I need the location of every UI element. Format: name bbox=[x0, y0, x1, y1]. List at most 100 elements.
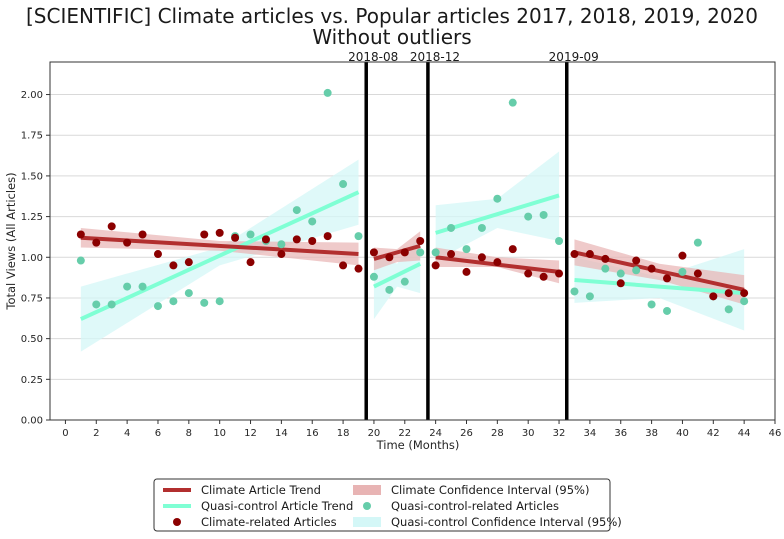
quasi-point bbox=[123, 282, 132, 291]
quasi-point bbox=[200, 298, 209, 307]
climate-point bbox=[385, 253, 394, 262]
quasi-point bbox=[477, 223, 486, 232]
climate-point bbox=[462, 267, 471, 276]
quasi-point bbox=[153, 302, 162, 311]
x-tick-label: 40 bbox=[676, 428, 689, 439]
climate-point bbox=[709, 292, 718, 301]
climate-point bbox=[323, 232, 332, 241]
x-tick-label: 10 bbox=[213, 428, 226, 439]
chart-title: [SCIENTIFIC] Climate articles vs. Popula… bbox=[26, 4, 758, 28]
y-tick-label: 0.25 bbox=[21, 375, 43, 386]
legend-label: Climate-related Articles bbox=[201, 515, 337, 529]
x-tick-label: 20 bbox=[368, 428, 381, 439]
climate-point bbox=[261, 235, 270, 244]
legend-label: Quasi-control Article Trend bbox=[201, 499, 353, 513]
x-tick-label: 28 bbox=[491, 428, 504, 439]
quasi-point bbox=[493, 194, 502, 203]
climate-trend-line bbox=[373, 243, 421, 261]
y-tick-label: 1.25 bbox=[21, 212, 43, 223]
event-line-label: 2019-09 bbox=[549, 50, 599, 64]
climate-point bbox=[246, 258, 255, 267]
legend: Climate Article Trend Quasi-control Artic… bbox=[153, 478, 622, 532]
climate-point bbox=[632, 256, 641, 265]
event-line-label: 2018-08 bbox=[348, 50, 398, 64]
plot-area: 0.000.250.500.751.001.251.501.752.000 2 4 6… bbox=[21, 50, 782, 439]
quasi-point bbox=[555, 237, 564, 245]
quasi-trend-line bbox=[574, 278, 745, 296]
climate-point bbox=[339, 261, 348, 270]
x-tick-label: 26 bbox=[460, 428, 473, 439]
quasi-ci-band bbox=[435, 151, 560, 261]
climate-point bbox=[400, 248, 409, 257]
quasi-point bbox=[678, 267, 687, 276]
climate-point bbox=[508, 245, 517, 254]
legend-label: Climate Confidence Interval (95%) bbox=[391, 483, 589, 497]
quasi-point bbox=[277, 240, 286, 249]
quasi-point bbox=[462, 245, 471, 254]
climate-point bbox=[153, 250, 162, 259]
quasi-trend-line bbox=[435, 193, 560, 235]
quasi-point bbox=[570, 287, 579, 296]
climate-point bbox=[138, 230, 147, 239]
quasi-point bbox=[169, 297, 178, 306]
climate-point bbox=[555, 269, 564, 278]
quasi-point bbox=[740, 297, 749, 306]
x-tick-label: 32 bbox=[553, 428, 566, 439]
quasi-point bbox=[354, 232, 363, 241]
x-tick-label: 0 bbox=[62, 428, 68, 439]
climate-point bbox=[539, 272, 548, 281]
quasi-point bbox=[400, 277, 409, 286]
x-tick-label: 2 bbox=[93, 428, 99, 439]
quasi-point bbox=[724, 305, 733, 314]
legend-label: Quasi-control Confidence Interval (95%) bbox=[391, 515, 622, 529]
legend-dot-swatch bbox=[173, 518, 181, 526]
quasi-point bbox=[431, 248, 440, 257]
y-tick-label: 0.00 bbox=[21, 416, 43, 427]
legend-label: Climate Article Trend bbox=[201, 483, 321, 497]
y-tick-label: 1.75 bbox=[21, 131, 43, 142]
quasi-point bbox=[369, 272, 378, 281]
climate-point bbox=[431, 261, 440, 270]
climate-point bbox=[524, 269, 533, 278]
climate-point bbox=[354, 264, 363, 273]
climate-point bbox=[231, 233, 240, 242]
climate-point bbox=[76, 230, 85, 239]
quasi-point bbox=[508, 98, 517, 107]
climate-point bbox=[740, 289, 749, 298]
quasi-point bbox=[647, 300, 656, 309]
climate-point bbox=[107, 222, 116, 231]
quasi-point bbox=[246, 230, 255, 239]
x-axis-label: Time (Months) bbox=[376, 438, 460, 452]
climate-point bbox=[616, 279, 625, 288]
climate-point bbox=[601, 254, 610, 263]
x-tick-label: 42 bbox=[707, 428, 720, 439]
quasi-point bbox=[92, 300, 101, 309]
quasi-point bbox=[184, 289, 193, 298]
chart-subtitle: Without outliers bbox=[312, 25, 471, 49]
quasi-point bbox=[323, 88, 332, 97]
climate-point bbox=[292, 235, 301, 244]
quasi-point bbox=[385, 285, 394, 294]
quasi-point bbox=[292, 206, 301, 215]
legend-dot-swatch bbox=[363, 502, 371, 510]
y-axis-label: Total Views (All Articles) bbox=[4, 172, 18, 310]
x-tick-label: 22 bbox=[398, 428, 411, 439]
legend-patch-swatch bbox=[353, 485, 381, 495]
quasi-point bbox=[616, 269, 625, 278]
quasi-point bbox=[138, 282, 147, 291]
x-tick-label: 46 bbox=[769, 428, 782, 439]
x-tick-label: 44 bbox=[738, 428, 751, 439]
climate-point bbox=[92, 238, 101, 247]
x-tick-label: 6 bbox=[155, 428, 161, 439]
climate-point bbox=[200, 230, 209, 239]
plot-frame bbox=[49, 61, 776, 421]
legend-label: Quasi-control-related Articles bbox=[391, 499, 559, 513]
x-tick-label: 14 bbox=[275, 428, 288, 439]
climate-point bbox=[647, 264, 656, 273]
climate-point bbox=[308, 237, 317, 245]
y-tick-label: 0.50 bbox=[21, 334, 43, 345]
quasi-point bbox=[524, 212, 533, 221]
climate-point bbox=[369, 248, 378, 257]
quasi-point bbox=[76, 256, 85, 265]
x-tick-label: 12 bbox=[244, 428, 257, 439]
